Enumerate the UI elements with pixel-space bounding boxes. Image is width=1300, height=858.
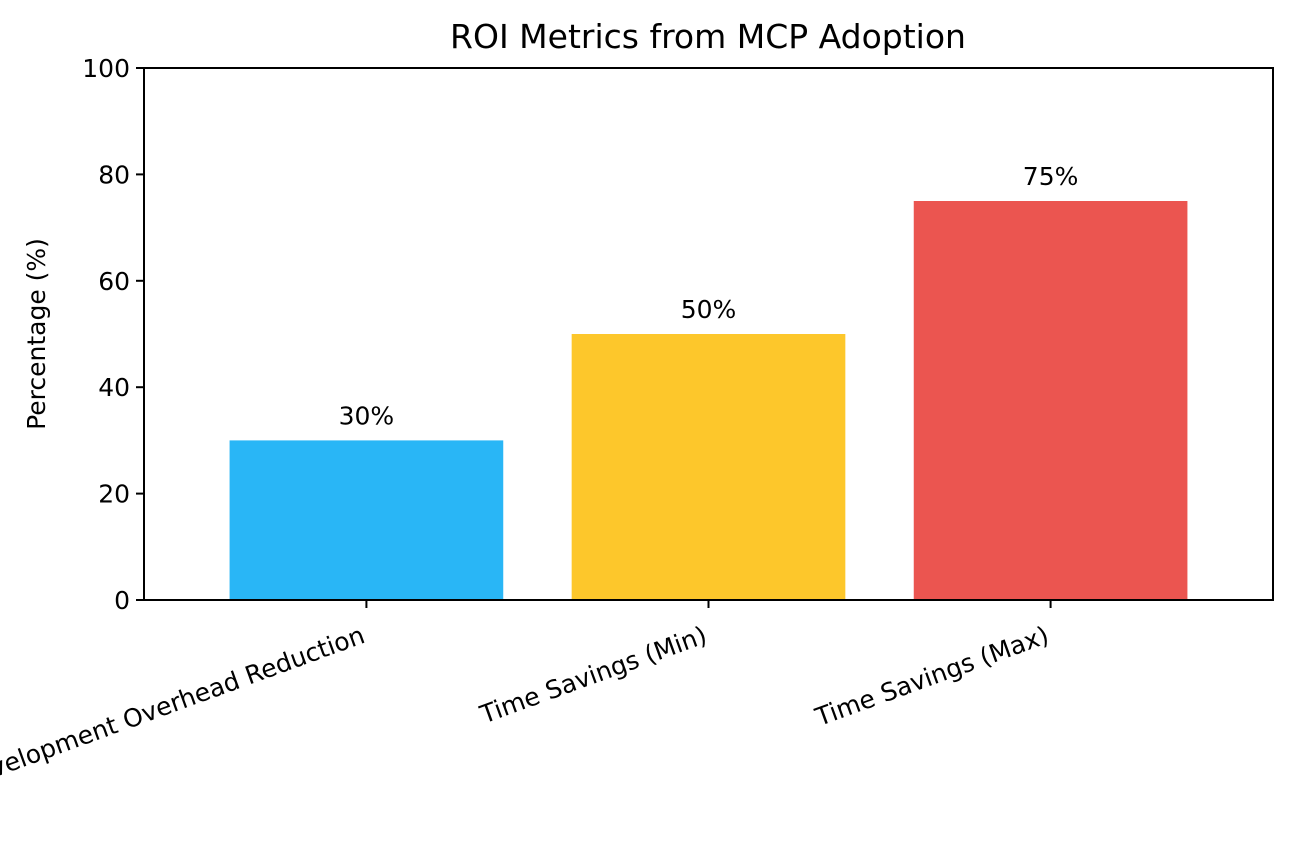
bar — [229, 440, 504, 600]
x-axis-ticks: Development Overhead Reduction Time Savin… — [0, 600, 1053, 795]
y-tick-label: 0 — [114, 586, 130, 615]
x-tick-label: Time Savings (Max) — [811, 620, 1053, 732]
y-tick-label: 60 — [98, 267, 130, 296]
plot-frame — [143, 67, 1274, 601]
y-tick-label: 20 — [98, 480, 130, 509]
y-axis-ticks: 0 20 40 60 80 100 — [82, 54, 144, 615]
bar-value-label: 30% — [339, 401, 395, 430]
x-tick-label: Development Overhead Reduction — [0, 620, 368, 795]
chart-title: ROI Metrics from MCP Adoption — [450, 17, 966, 56]
y-tick-label: 40 — [98, 373, 130, 402]
bar-value-label: 75% — [1023, 162, 1079, 191]
bar — [913, 201, 1188, 600]
bar-value-label: 50% — [681, 295, 737, 324]
x-tick-label: Time Savings (Min) — [475, 620, 710, 729]
bar — [571, 334, 846, 600]
y-tick-label: 80 — [98, 160, 130, 189]
y-tick-label: 100 — [82, 54, 130, 83]
bars-layer: 30% 50% 75% — [229, 162, 1188, 600]
y-axis-label: Percentage (%) — [22, 238, 51, 430]
